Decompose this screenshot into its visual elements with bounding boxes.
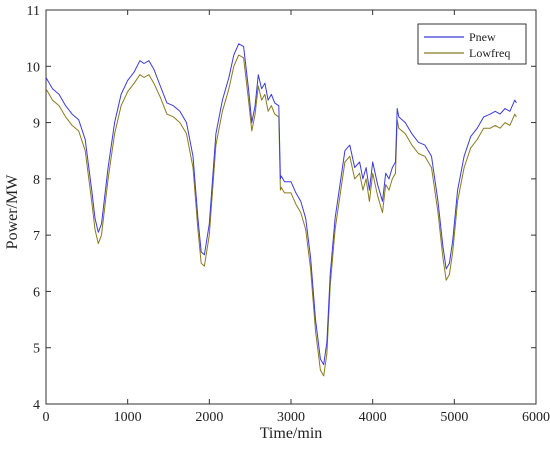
- ticks-layer: 0 1000 2000 3000 4000 5000 6000 4 5 6 7 8 9 10 11: [26, 4, 550, 425]
- x-tick-label: 0: [43, 410, 50, 425]
- y-tick-label: 5: [33, 342, 40, 357]
- x-tick-label: 2000: [195, 410, 223, 425]
- y-tick-label: 4: [33, 398, 40, 413]
- y-axis-title: Power/MW: [4, 174, 21, 250]
- x-tick-label: 3000: [277, 410, 305, 425]
- y-tick-label: 9: [33, 117, 40, 132]
- y-tick-label: 11: [27, 4, 40, 19]
- legend-box: [417, 23, 527, 65]
- plot-area: [45, 9, 537, 405]
- y-tick-label: 10: [26, 60, 40, 75]
- y-tick-label: 7: [33, 229, 40, 244]
- series-line-pnew: [45, 43, 517, 366]
- x-tick-label: 4000: [359, 410, 387, 425]
- legend-label-pnew: Pnew: [469, 30, 496, 44]
- x-tick-label: 1000: [114, 410, 142, 425]
- x-tick-label: 6000: [522, 410, 550, 425]
- series-layer: [45, 43, 517, 377]
- y-tick-label: 8: [33, 173, 40, 188]
- y-tick-label: 6: [33, 285, 40, 300]
- legend: Pnew Lowfreq: [417, 23, 527, 65]
- legend-label-lowfreq: Lowfreq: [469, 46, 510, 60]
- series-line-lowfreq: [45, 54, 517, 377]
- x-axis-title: Time/min: [260, 425, 323, 442]
- plot-frame: [45, 9, 537, 405]
- x-tick-label: 5000: [440, 410, 468, 425]
